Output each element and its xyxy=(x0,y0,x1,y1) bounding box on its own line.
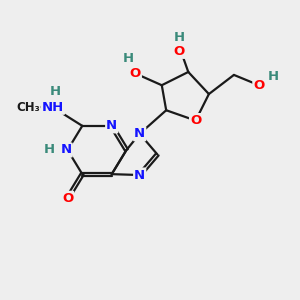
Text: H: H xyxy=(122,52,134,65)
Text: O: O xyxy=(130,67,141,80)
Text: NH: NH xyxy=(42,101,64,114)
Text: N: N xyxy=(134,127,145,140)
Text: O: O xyxy=(62,192,73,205)
Text: CH₃: CH₃ xyxy=(16,101,40,114)
Text: H: H xyxy=(174,31,185,44)
Text: O: O xyxy=(253,79,265,92)
Text: N: N xyxy=(134,169,145,182)
Text: H: H xyxy=(50,85,61,98)
Text: H: H xyxy=(268,70,279,83)
Text: N: N xyxy=(61,143,72,157)
Text: O: O xyxy=(190,114,201,127)
Text: N: N xyxy=(106,119,117,132)
Text: H: H xyxy=(44,143,55,157)
Text: O: O xyxy=(174,45,185,58)
